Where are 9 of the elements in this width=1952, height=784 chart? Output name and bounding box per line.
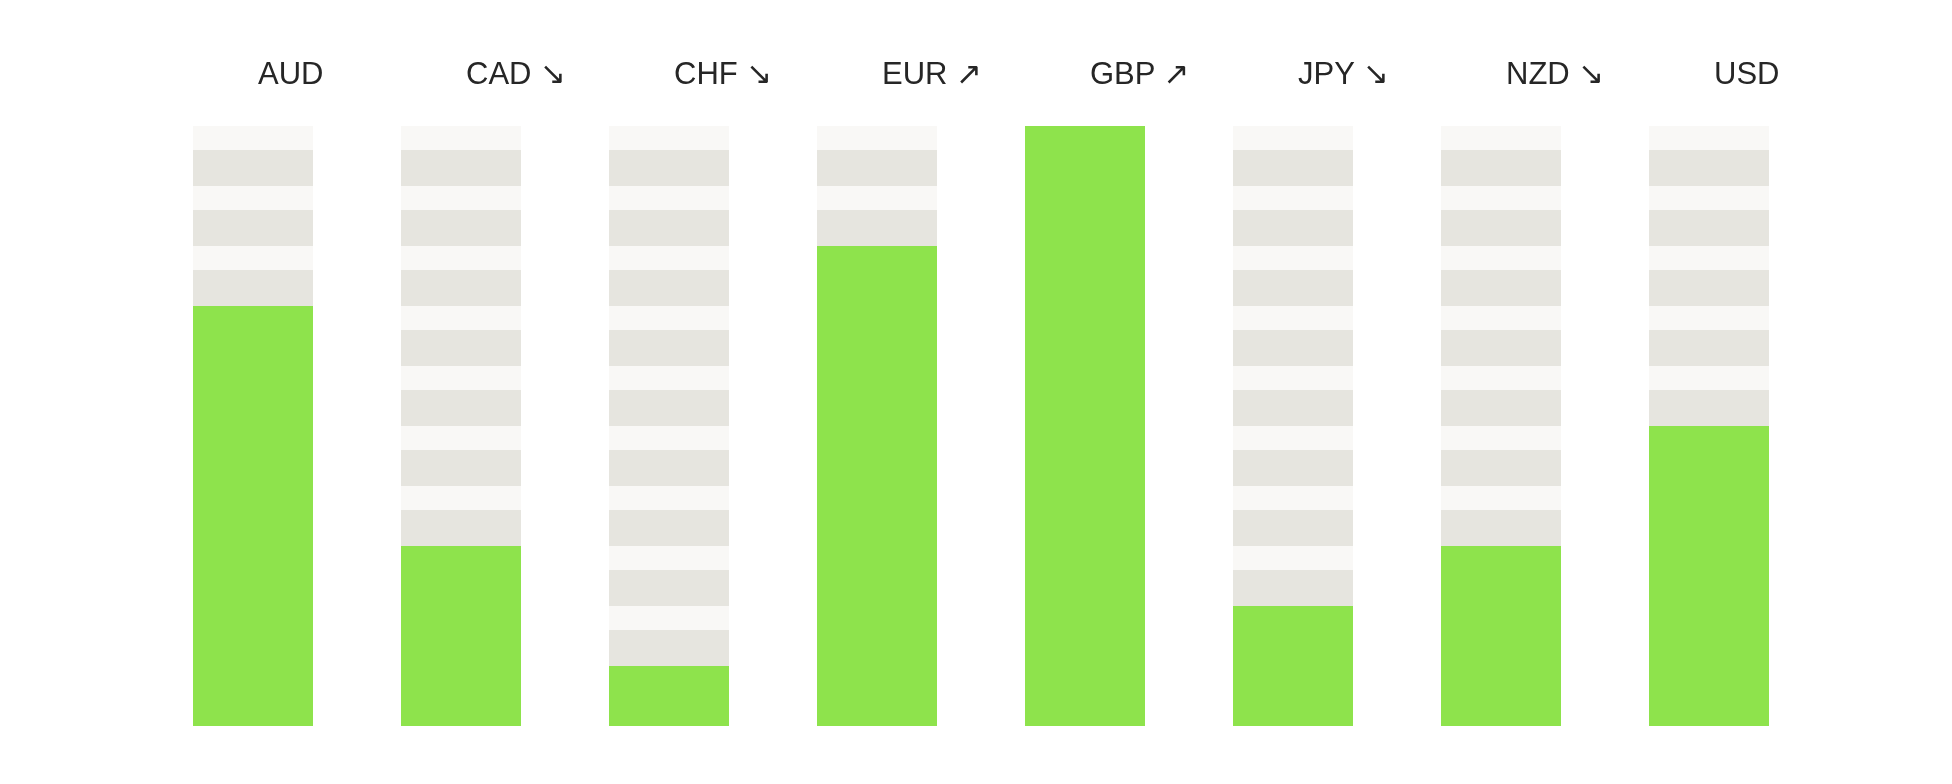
x-tick-label: CAD ↘	[466, 55, 567, 91]
x-tick-label: CHF ↘	[674, 55, 773, 91]
x-tick-label: NZD ↘	[1506, 55, 1605, 91]
x-tick-label: USD	[1714, 55, 1780, 91]
x-tick-label: JPY ↘	[1298, 55, 1389, 91]
x-tick-label: GBP ↗	[1090, 55, 1190, 91]
bar	[1025, 126, 1145, 726]
x-tick-label: EUR ↗	[882, 55, 983, 91]
x-tick-label: AUD	[258, 55, 324, 91]
